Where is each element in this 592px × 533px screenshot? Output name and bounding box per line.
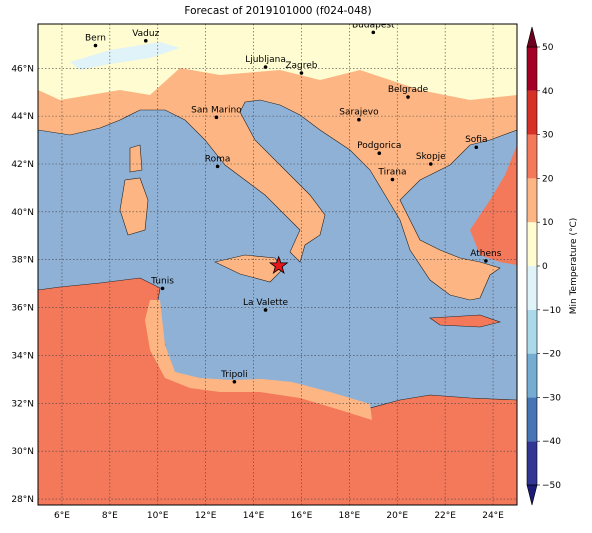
y-tick-label: 46°N	[11, 64, 34, 74]
colorbar-bin	[527, 90, 537, 135]
city-marker	[406, 95, 410, 99]
x-tick-label: 8°E	[102, 511, 118, 521]
y-tick-label: 32°N	[11, 399, 34, 409]
colorbar-tick-label: −40	[542, 437, 561, 447]
x-tick-label: 6°E	[54, 511, 70, 521]
y-tick-label: 44°N	[11, 112, 34, 122]
city-marker	[143, 38, 148, 43]
y-tick-label: 42°N	[11, 160, 34, 170]
axes: 6°E 8°E 10°E 12°E 14°E 16°E 18°E 20°E 22°E 24°E 28…	[11, 64, 504, 521]
city-label: Tunis	[150, 276, 174, 286]
x-tick-label: 14°E	[243, 511, 265, 521]
y-tick-label: 30°N	[11, 447, 34, 457]
colorbar-bin	[527, 178, 537, 223]
colorbar-tick-label: 50	[542, 43, 554, 53]
colorbar-bin	[527, 397, 537, 442]
x-tick-label: 24°E	[482, 511, 504, 521]
city-label: Skopje	[416, 152, 446, 162]
colorbar-tick-label: 20	[542, 174, 554, 184]
colorbar: −50 −40 −30 −20 −10 0 10 20 30 40 50	[526, 26, 561, 506]
colorbar-bin	[527, 309, 537, 354]
colorbar-tick-label: −20	[542, 350, 561, 360]
colorbar-bin	[527, 47, 537, 91]
city-marker	[160, 286, 165, 291]
x-tick-label: 16°E	[291, 511, 313, 521]
alps-cold	[70, 42, 180, 70]
y-tick-label: 38°N	[11, 256, 34, 266]
city-label: Budapest	[352, 20, 395, 30]
x-tick-label: 10°E	[147, 511, 169, 521]
city-marker	[484, 259, 488, 263]
colorbar-bin	[527, 353, 537, 398]
city-marker	[93, 43, 98, 48]
city-marker	[428, 162, 433, 166]
city-marker	[263, 308, 268, 312]
colorbar-bin	[527, 134, 537, 179]
city-marker	[214, 115, 219, 120]
city-label: Belgrade	[388, 85, 429, 95]
city-marker	[232, 379, 237, 384]
coastal-band	[145, 300, 372, 420]
city-label: Ljubljana	[245, 55, 286, 65]
city-marker	[371, 30, 376, 35]
y-tick-label: 40°N	[11, 208, 34, 218]
colorbar-tick-label: −10	[542, 306, 561, 316]
colorbar-tick-label: 10	[542, 218, 554, 228]
city-marker	[263, 65, 268, 69]
map-title: Forecast of 2019101000 (f024-048)	[184, 5, 371, 17]
europe-land	[38, 24, 517, 301]
colorbar-bin	[527, 266, 537, 310]
city-label: Roma	[205, 154, 231, 164]
corsica	[129, 144, 143, 173]
city-label: Zagreb	[285, 61, 317, 71]
x-tick-label: 18°E	[339, 511, 361, 521]
city-label: La Valette	[243, 298, 288, 308]
city-label: Podgorica	[357, 141, 401, 151]
colorbar-tick-label: −50	[542, 481, 561, 491]
colorbar-bin	[527, 441, 537, 485]
city-label: Sofia	[465, 135, 487, 145]
sardinia	[119, 177, 149, 236]
city-label: San Marino	[191, 105, 242, 115]
colorbar-tick-label: −30	[542, 393, 561, 403]
y-tick-label: 28°N	[11, 495, 34, 505]
colorbar-tick-label: 40	[542, 87, 554, 97]
y-tick-label: 34°N	[11, 351, 34, 361]
x-tick-label: 22°E	[434, 511, 456, 521]
city-marker	[377, 151, 382, 156]
city-label: Tripoli	[220, 370, 248, 380]
colorbar-tick-label: 0	[542, 262, 548, 272]
city-label: Athens	[470, 249, 501, 259]
map-frame	[37, 23, 518, 506]
city-marker	[215, 164, 220, 169]
city-marker	[474, 145, 479, 150]
colorbar-over	[526, 26, 538, 48]
city-marker	[390, 177, 395, 182]
city-label: Vaduz	[132, 29, 159, 39]
colorbar-tick-label: 30	[542, 131, 554, 141]
x-tick-label: 12°E	[195, 511, 217, 521]
city-label: Sarajevo	[339, 108, 379, 118]
y-tick-label: 36°N	[11, 304, 34, 314]
city-marker	[357, 117, 361, 122]
colorbar-label: Min Temperature (°C)	[569, 218, 579, 315]
star-marker	[268, 255, 289, 274]
city-marker	[299, 71, 304, 75]
city-label: Bern	[85, 34, 106, 44]
x-tick-label: 20°E	[386, 511, 408, 521]
balkan-warm	[470, 145, 517, 265]
crete	[429, 314, 502, 328]
city-label: Tirana	[377, 168, 406, 178]
colorbar-bin	[527, 222, 537, 266]
grid	[38, 24, 517, 505]
colorbar-under	[526, 484, 538, 506]
